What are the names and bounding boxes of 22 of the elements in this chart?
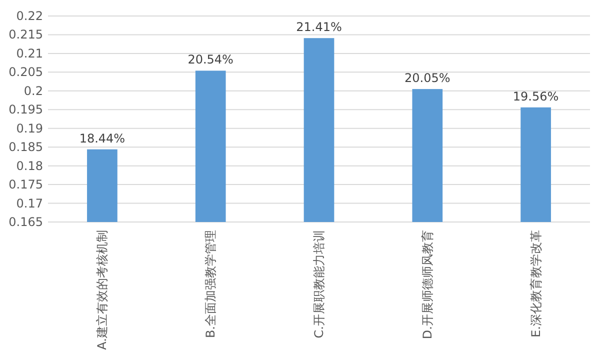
x-tick-label: D.开展师德师风教育	[420, 230, 434, 340]
y-tick-label: 0.205	[8, 65, 43, 80]
data-label: 19.56%	[512, 89, 559, 104]
data-label: 21.41%	[296, 20, 342, 34]
y-tick-label: 0.21	[16, 46, 43, 60]
y-tick-label: 0.19	[16, 121, 43, 136]
y-tick-label: 0.185	[8, 140, 43, 154]
y-tick-label: 0.18	[16, 158, 43, 173]
x-tick-label: E.深化教育教学改革	[528, 230, 543, 338]
x-tick-label: B.全面加强教学管理	[204, 230, 218, 338]
x-tick-label: C.开展职教能力培训	[312, 230, 326, 338]
y-tick-label: 0.165	[8, 215, 43, 229]
y-tick-label: 0.195	[8, 102, 43, 117]
y-tick-label: 0.175	[8, 178, 43, 192]
x-tick-label: A.建立有效的考核机制	[95, 230, 110, 350]
y-tick-label: 0.22	[16, 9, 43, 23]
data-label: 18.44%	[79, 131, 126, 146]
y-tick-label: 0.17	[16, 196, 43, 210]
y-tick-label: 0.2	[24, 84, 43, 98]
data-label: 20.05%	[404, 71, 450, 86]
y-tick-label: 0.215	[8, 28, 43, 42]
data-label: 20.54%	[188, 52, 234, 67]
